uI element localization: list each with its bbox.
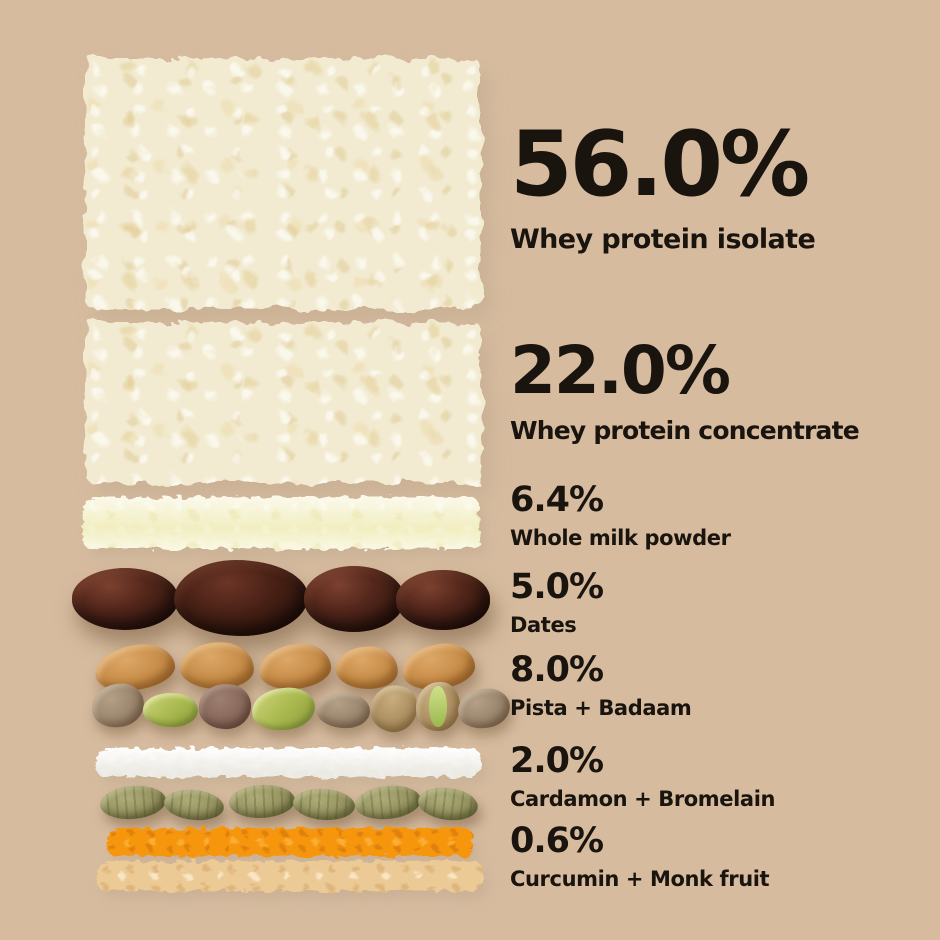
cardamom-pod (162, 786, 226, 824)
percent-value: 2.0% (510, 741, 604, 781)
cardamom-pod (291, 786, 357, 823)
pistachio-split (416, 682, 460, 731)
ingredient-label: Dates (510, 613, 577, 637)
cardamom-pods-photo (98, 782, 480, 824)
ingredient-label: Pista + Badaam (510, 696, 692, 720)
cardamom-pod (416, 784, 480, 824)
date-fruit (304, 566, 404, 632)
date-fruit (72, 568, 178, 630)
percent-value: 0.6% (510, 821, 604, 861)
dates-photo (72, 558, 490, 638)
pistachio (197, 681, 253, 732)
whey-protein-isolate-powder-photo (85, 58, 481, 309)
ingredient-entry: 0.6% Curcumin + Monk fruit (510, 821, 770, 892)
date-fruit (396, 570, 490, 630)
whole-milk-powder-strip-photo (83, 497, 479, 549)
pistachio (315, 690, 372, 731)
ingredient-label: Cardamon + Bromelain (510, 787, 776, 811)
percent-value: 22.0% (510, 332, 731, 409)
curcumin-powder-strip-photo (107, 828, 473, 856)
ingredient-label: Curcumin + Monk fruit (510, 867, 770, 891)
pistachio-kernel (142, 691, 199, 729)
ingredient-entry: 6.4% Whole milk powder (510, 480, 731, 551)
cardamom-pod (353, 782, 423, 823)
ingredient-entry: 56.0% Whey protein isolate (510, 112, 816, 256)
percent-value: 6.4% (510, 480, 604, 520)
ingredient-label: Whole milk powder (510, 526, 731, 550)
pistachios-photo (89, 679, 512, 738)
percent-value: 8.0% (510, 650, 604, 690)
whey-protein-concentrate-powder-photo (85, 322, 482, 483)
pistachio (89, 680, 147, 731)
pistachio-kernel (250, 685, 317, 733)
ingredient-entry: 22.0% Whey protein concentrate (510, 332, 860, 446)
pistachio (456, 686, 512, 731)
monkfruit-powder-strip-photo (97, 861, 482, 891)
pistachio-shell (364, 679, 424, 738)
percent-value: 56.0% (510, 112, 810, 217)
ingredient-label: Whey protein isolate (510, 224, 816, 255)
cardamom-pod (228, 783, 296, 820)
ingredient-entry: 5.0% Dates (510, 567, 604, 638)
bromelain-powder-strip-photo (96, 748, 480, 777)
cardamom-pod (98, 783, 168, 822)
ingredient-label: Whey protein concentrate (510, 416, 860, 445)
ingredient-entry: 2.0% Cardamon + Bromelain (510, 741, 776, 812)
percent-value: 5.0% (510, 567, 604, 607)
ingredient-entry: 8.0% Pista + Badaam (510, 650, 692, 721)
date-fruit (174, 560, 308, 636)
